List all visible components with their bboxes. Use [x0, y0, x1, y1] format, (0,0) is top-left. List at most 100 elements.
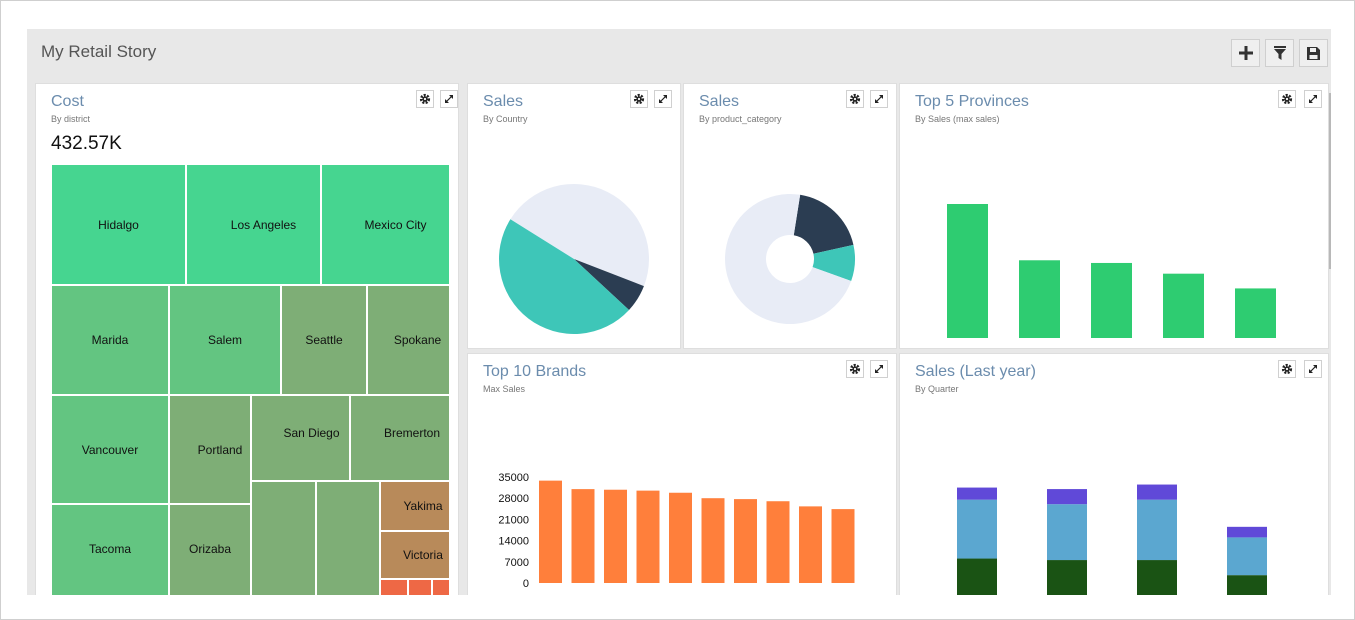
expand-button[interactable]	[870, 90, 888, 108]
bar-chart-top5	[947, 204, 1276, 338]
bar-0[interactable]	[539, 480, 562, 583]
tile-san-diego[interactable]: San Diego	[251, 395, 350, 481]
bar-segment-0-1[interactable]	[1047, 560, 1087, 595]
bar-segment-0-3[interactable]	[1227, 575, 1267, 595]
pie-slice-2[interactable]	[725, 194, 852, 324]
settings-button[interactable]	[416, 90, 434, 108]
bar-3[interactable]	[636, 490, 660, 583]
tile-yakima[interactable]: Yakima	[380, 481, 450, 531]
expand-icon	[875, 95, 883, 103]
tile-portland[interactable]: Portland	[169, 395, 251, 504]
pie-slice-1[interactable]	[812, 244, 855, 282]
expand-icon	[659, 95, 667, 103]
bar-segment-2-2[interactable]	[1137, 484, 1177, 500]
card-title: Sales	[699, 93, 740, 110]
tile-salem[interactable]: Salem	[169, 285, 281, 395]
tile-label: Portland	[197, 442, 243, 457]
expand-button[interactable]	[1304, 360, 1322, 378]
gear-icon	[1281, 93, 1293, 105]
expand-button[interactable]	[654, 90, 672, 108]
tile-unlabeled-1[interactable]	[251, 481, 316, 595]
pie-slice-0[interactable]	[510, 184, 649, 287]
bar-segment-1-3[interactable]	[1227, 537, 1267, 576]
card-subtitle: By district	[51, 114, 91, 124]
card-cost: Cost By district 432.57K Hidalgo Los Ang…	[35, 83, 459, 595]
tile-seattle[interactable]: Seattle	[281, 285, 367, 395]
tile-orizaba[interactable]: Orizaba	[169, 504, 251, 595]
tile-small-1[interactable]	[380, 579, 408, 595]
story-title: My Retail Story	[41, 42, 157, 61]
bar-segment-0-0[interactable]	[957, 558, 997, 595]
add-widget-button[interactable]	[1231, 39, 1260, 67]
tile-victoria[interactable]: Victoria	[380, 531, 450, 579]
tile-tacoma[interactable]: Tacoma	[51, 504, 169, 595]
settings-button[interactable]	[846, 360, 864, 378]
tile-label: Tacoma	[88, 542, 132, 556]
tile-los-angeles[interactable]: Los Angeles	[186, 164, 321, 285]
card-subtitle: By Country	[483, 114, 528, 124]
tile-label: Seattle	[305, 333, 343, 347]
filter-button[interactable]	[1265, 39, 1294, 67]
expand-button[interactable]	[440, 90, 458, 108]
card-title: Top 5 Provinces	[915, 93, 1029, 110]
bar-segment-1-0[interactable]	[957, 499, 997, 559]
tile-spokane[interactable]: Spokane	[367, 285, 450, 395]
expand-button[interactable]	[870, 360, 888, 378]
tile-mexico-city[interactable]: Mexico City	[321, 164, 450, 285]
tile-bremerton[interactable]: Bremerton	[350, 395, 450, 481]
pie-slice-1[interactable]	[574, 259, 644, 310]
tile-label: San Diego	[283, 426, 340, 440]
bar-4[interactable]	[1235, 288, 1276, 338]
bar-2[interactable]	[604, 489, 627, 583]
bar-1[interactable]	[571, 489, 595, 583]
bar-2[interactable]	[1091, 262, 1132, 338]
gear-icon	[1281, 363, 1293, 375]
bar-4[interactable]	[669, 492, 692, 583]
story-canvas: My Retail Story Cost By district 432.57K…	[27, 29, 1331, 595]
pie-slice-2[interactable]	[498, 219, 630, 334]
card-subtitle: By Quarter	[915, 384, 959, 394]
expand-button[interactable]	[1304, 90, 1322, 108]
settings-button[interactable]	[630, 90, 648, 108]
pie-slice-0[interactable]	[793, 194, 854, 254]
tile-small-3[interactable]	[432, 579, 450, 595]
bar-9[interactable]	[831, 509, 855, 583]
bar-segment-1-2[interactable]	[1137, 499, 1177, 561]
card-subtitle: By product_category	[699, 114, 782, 124]
card-sales-last-year: Sales (Last year) By Quarter	[899, 353, 1329, 595]
bar-0[interactable]	[947, 204, 988, 338]
settings-button[interactable]	[1278, 360, 1296, 378]
card-title: Sales	[483, 93, 524, 110]
tile-label: Vancouver	[81, 442, 139, 457]
tile-vancouver[interactable]: Vancouver	[51, 395, 169, 504]
bar-6[interactable]	[734, 499, 757, 583]
story-scrollbar[interactable]	[1329, 93, 1331, 269]
settings-button[interactable]	[846, 90, 864, 108]
settings-button[interactable]	[1278, 90, 1296, 108]
bar-segment-2-1[interactable]	[1047, 489, 1087, 505]
tile-hidalgo[interactable]: Hidalgo	[51, 164, 186, 285]
bar-segment-2-3[interactable]	[1227, 526, 1267, 538]
bar-7[interactable]	[766, 501, 790, 583]
tile-marida[interactable]: Marida	[51, 285, 169, 395]
bar-chart-top10: 3500028000210001400070000HermanosTell Ta…	[498, 472, 855, 590]
bar-segment-1-1[interactable]	[1047, 504, 1087, 561]
card-subtitle: By Sales (max sales)	[915, 114, 1000, 124]
card-top10-brands: Top 10 Brands Max Sales 35000 28000 21000 1…	[467, 353, 897, 595]
tile-label: Marida	[91, 333, 129, 347]
y-tick-label: 0	[523, 578, 529, 590]
bar-5[interactable]	[701, 498, 725, 583]
tile-label: Bremerton	[383, 426, 441, 440]
bar-segment-0-2[interactable]	[1137, 560, 1177, 595]
bar-3[interactable]	[1163, 273, 1204, 338]
bar-1[interactable]	[1019, 260, 1060, 338]
y-tick-label: 35000	[498, 472, 529, 484]
save-button[interactable]	[1299, 39, 1328, 67]
bar-segment-2-0[interactable]	[957, 487, 997, 500]
save-icon	[1307, 46, 1320, 60]
tile-label: Salem	[207, 333, 242, 347]
tile-small-2[interactable]	[408, 579, 432, 595]
tile-unlabeled-2[interactable]	[316, 481, 380, 595]
kpi-value: 432.57K	[51, 133, 122, 154]
bar-8[interactable]	[799, 506, 822, 583]
